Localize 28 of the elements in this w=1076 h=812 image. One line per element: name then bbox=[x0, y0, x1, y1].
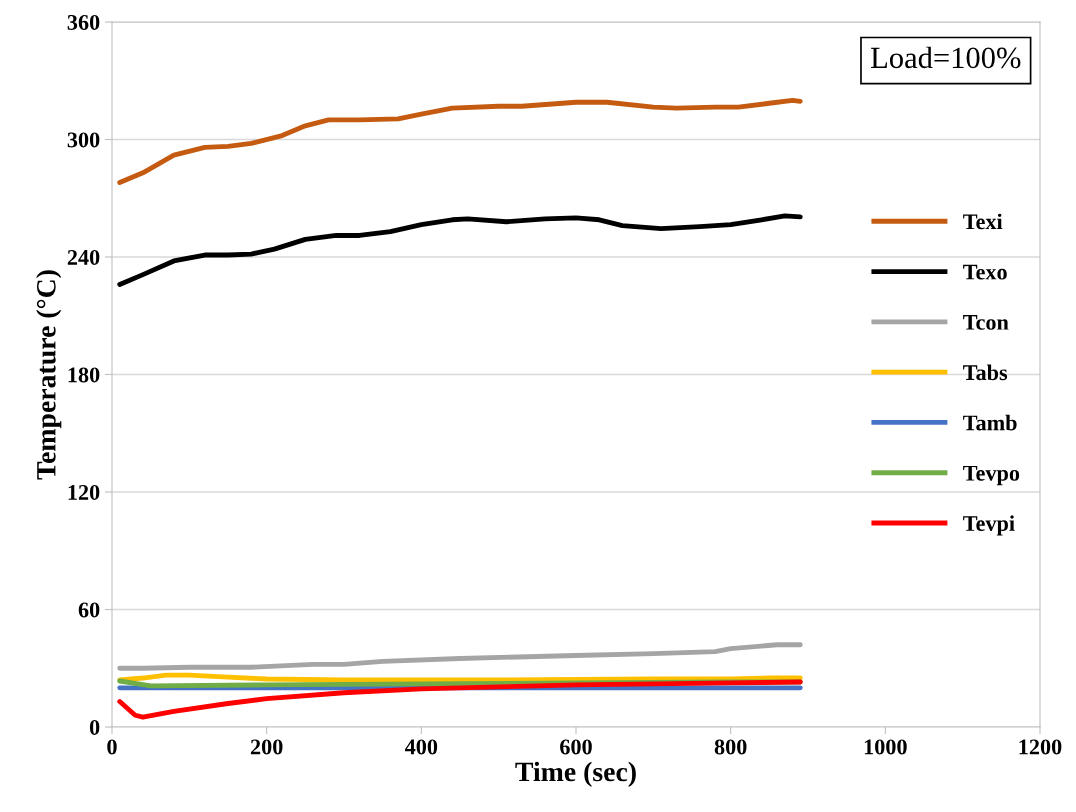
line-series bbox=[117, 642, 803, 671]
x-axis-title: Time (sec) bbox=[515, 761, 636, 787]
legend-label: Tabs bbox=[963, 364, 1008, 381]
y-tick-label: 0 bbox=[89, 719, 100, 735]
x-tick-label: 600 bbox=[560, 739, 592, 755]
y-tick-label: 300 bbox=[67, 132, 100, 148]
y-tick-label: 120 bbox=[68, 484, 100, 500]
x-tick-label: 200 bbox=[250, 739, 283, 755]
y-tick-label: 60 bbox=[78, 602, 100, 618]
line-series bbox=[117, 213, 803, 287]
line-series bbox=[117, 679, 803, 720]
x-tick-label: 1200 bbox=[1019, 739, 1062, 755]
x-tick-label: 400 bbox=[404, 739, 438, 755]
legend-label: Tcon bbox=[963, 315, 1009, 330]
annotation: Load=100% bbox=[871, 46, 1021, 69]
y-tick-label: 180 bbox=[68, 367, 100, 383]
y-axis-title: Temperature (°C) bbox=[36, 270, 62, 480]
x-tick-label: 800 bbox=[714, 739, 747, 755]
legend-label: Texo bbox=[963, 264, 1007, 280]
y-tick-label: 360 bbox=[67, 14, 100, 30]
legend-label: Texi bbox=[963, 213, 1003, 230]
legend-label: Tevpo bbox=[963, 465, 1020, 486]
legend-label: Tevpi bbox=[963, 515, 1015, 536]
y-tick-label: 240 bbox=[67, 249, 100, 265]
x-tick-label: 0 bbox=[107, 739, 117, 755]
legend-label: Tamb bbox=[963, 414, 1017, 431]
line-series bbox=[117, 97, 803, 186]
x-tick-label: 1000 bbox=[864, 739, 907, 755]
